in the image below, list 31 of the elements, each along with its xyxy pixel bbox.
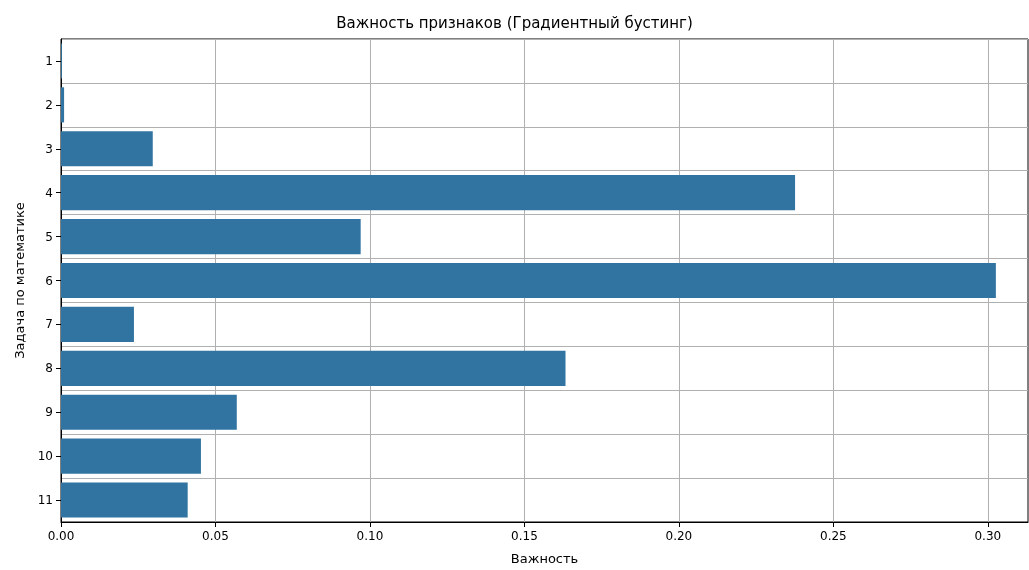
x-tick-label: 0.10 [356,529,384,543]
x-tick-label: 0.20 [665,529,693,543]
y-tick-label: 8 [45,361,53,376]
y-tick-label: 4 [45,185,53,200]
y-axis-title: Задача по математике [12,202,27,359]
bar [61,262,996,299]
chart-title: Важность признаков (Градиентный бустинг) [336,13,693,32]
x-tick-label: 0.15 [511,529,538,543]
x-tick-label: 0.00 [47,529,75,543]
bar [61,87,65,123]
bar [61,175,796,211]
x-tick-label: 0.30 [974,529,1002,543]
bar [61,306,134,342]
y-tick-label: 2 [45,97,53,112]
bar [61,394,237,430]
bar [61,219,361,255]
x-axis-title: Важность [510,551,579,566]
y-tick-label: 10 [37,449,53,464]
y-tick-label: 3 [45,141,53,156]
y-tick-label: 11 [37,493,53,508]
y-tick-label: 6 [45,273,53,288]
y-tick-label: 5 [45,229,53,244]
x-tick-label: 0.25 [820,529,847,543]
bar [61,131,153,167]
bar [61,350,566,386]
y-tick-label: 7 [45,317,53,332]
y-tick-label: 1 [45,53,53,68]
bar [61,482,188,518]
bar [61,438,201,474]
y-tick-label: 9 [45,405,53,420]
x-tick-label: 0.05 [202,529,229,543]
